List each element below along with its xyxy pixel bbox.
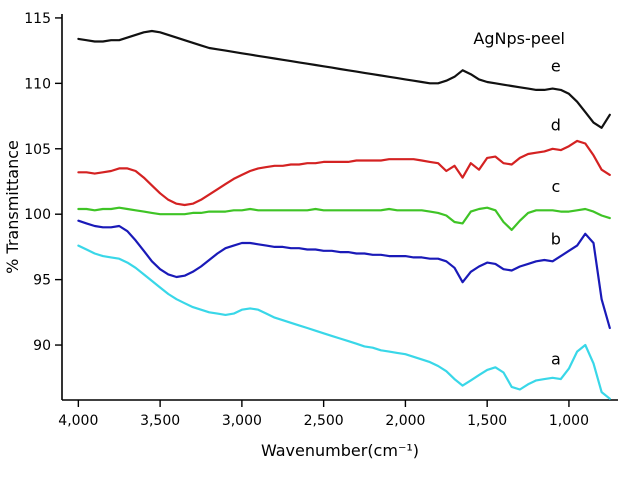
x-tick-label: 3,500 [140, 413, 180, 429]
x-tick-label: 3,000 [222, 413, 262, 429]
y-tick-label: 100 [24, 207, 51, 223]
y-tick-label: 90 [33, 338, 51, 354]
x-axis-label: Wavenumber(cm⁻¹) [261, 441, 419, 460]
series-line-e [77, 29, 611, 129]
y-tick-label: 105 [24, 142, 51, 158]
curve-label-b: b [551, 229, 561, 248]
x-tick-label: 2,500 [304, 413, 344, 429]
y-tick-label: 110 [24, 76, 51, 92]
series-line-b [77, 219, 611, 330]
plot-layer: 4,000 3,500 3,000 2,500 2,000 1,500 1,000 90 95 1… [24, 11, 618, 429]
x-tick-label: 1,500 [467, 413, 507, 429]
x-tick-label: 1,000 [549, 413, 589, 429]
series-line-a [77, 244, 611, 400]
y-tick-label: 115 [24, 11, 51, 27]
x-tick-label: 2,000 [385, 413, 425, 429]
series-line-c [77, 206, 611, 231]
series-line-d [77, 139, 611, 207]
curve-label-d: d [551, 115, 561, 134]
y-tick-label: 95 [33, 273, 51, 289]
chart-title: AgNps-peel [473, 29, 565, 48]
curve-label-e: e [551, 57, 561, 76]
curve-label-c: c [551, 177, 560, 196]
y-axis-label: % Transmittance [3, 140, 22, 274]
x-tick-label: 4,000 [58, 413, 98, 429]
curve-label-a: a [551, 350, 561, 369]
